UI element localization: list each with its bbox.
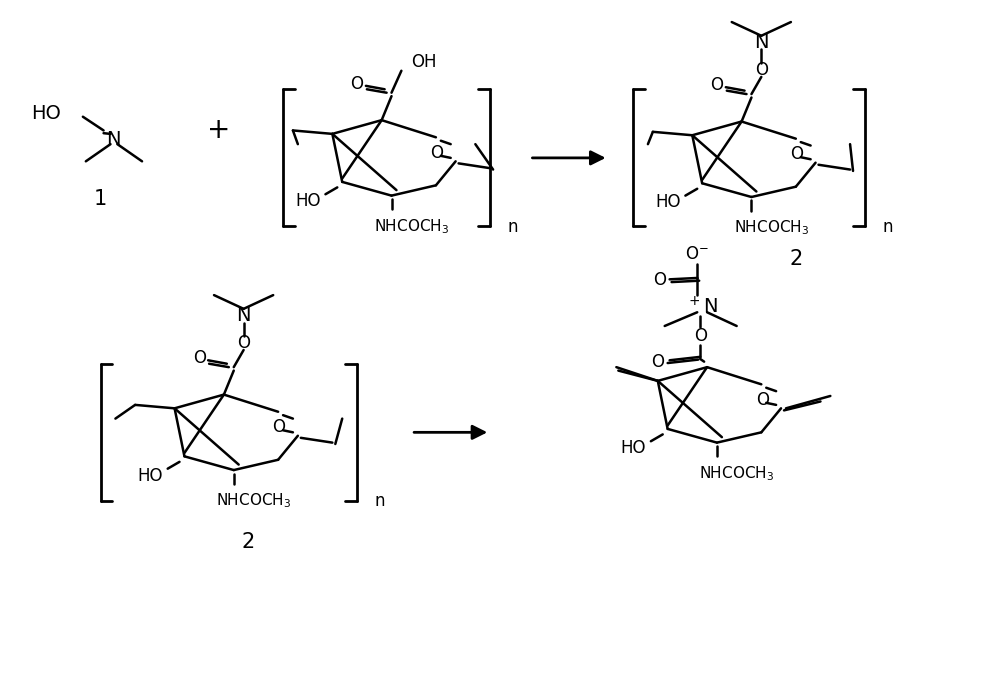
Text: O: O xyxy=(694,328,707,345)
Text: 2: 2 xyxy=(789,248,802,269)
Text: O: O xyxy=(273,418,286,436)
Text: n: n xyxy=(883,218,893,235)
Text: HO: HO xyxy=(655,193,680,211)
Text: N: N xyxy=(754,33,769,52)
Text: OH: OH xyxy=(411,52,437,71)
Text: HO: HO xyxy=(137,467,163,484)
Text: O: O xyxy=(756,391,769,409)
Text: N: N xyxy=(236,306,251,326)
Text: O: O xyxy=(193,349,206,368)
Text: HO: HO xyxy=(31,104,61,122)
Text: n: n xyxy=(375,492,385,510)
Text: O: O xyxy=(710,76,723,94)
Text: 1: 1 xyxy=(94,189,107,209)
Text: N: N xyxy=(106,130,121,149)
Text: n: n xyxy=(508,218,518,235)
Text: NHCOCH$_3$: NHCOCH$_3$ xyxy=(216,491,291,510)
Text: $^+$N: $^+$N xyxy=(686,296,718,317)
Text: O: O xyxy=(790,145,803,163)
Text: 2: 2 xyxy=(242,532,255,552)
Text: NHCOCH$_3$: NHCOCH$_3$ xyxy=(734,218,809,237)
Text: O: O xyxy=(351,75,364,93)
Text: HO: HO xyxy=(620,439,646,457)
Text: NHCOCH$_3$: NHCOCH$_3$ xyxy=(374,217,449,236)
Text: O: O xyxy=(430,144,443,162)
Text: O: O xyxy=(237,334,250,352)
Text: HO: HO xyxy=(295,192,320,210)
Text: O: O xyxy=(653,271,666,289)
Text: +: + xyxy=(207,116,231,144)
Text: O$^{-}$: O$^{-}$ xyxy=(685,245,709,263)
Text: O: O xyxy=(755,61,768,79)
Text: O: O xyxy=(651,353,664,371)
Text: NHCOCH$_3$: NHCOCH$_3$ xyxy=(699,464,774,483)
